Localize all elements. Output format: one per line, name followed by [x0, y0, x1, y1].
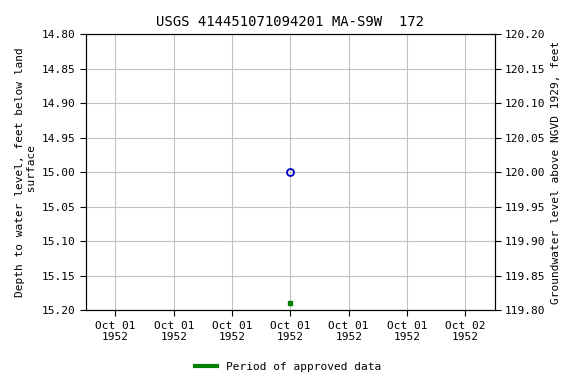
Y-axis label: Depth to water level, feet below land
 surface: Depth to water level, feet below land su… [15, 47, 37, 297]
Y-axis label: Groundwater level above NGVD 1929, feet: Groundwater level above NGVD 1929, feet [551, 41, 561, 304]
Title: USGS 414451071094201 MA-S9W  172: USGS 414451071094201 MA-S9W 172 [157, 15, 425, 29]
Legend: Period of approved data: Period of approved data [191, 358, 385, 377]
